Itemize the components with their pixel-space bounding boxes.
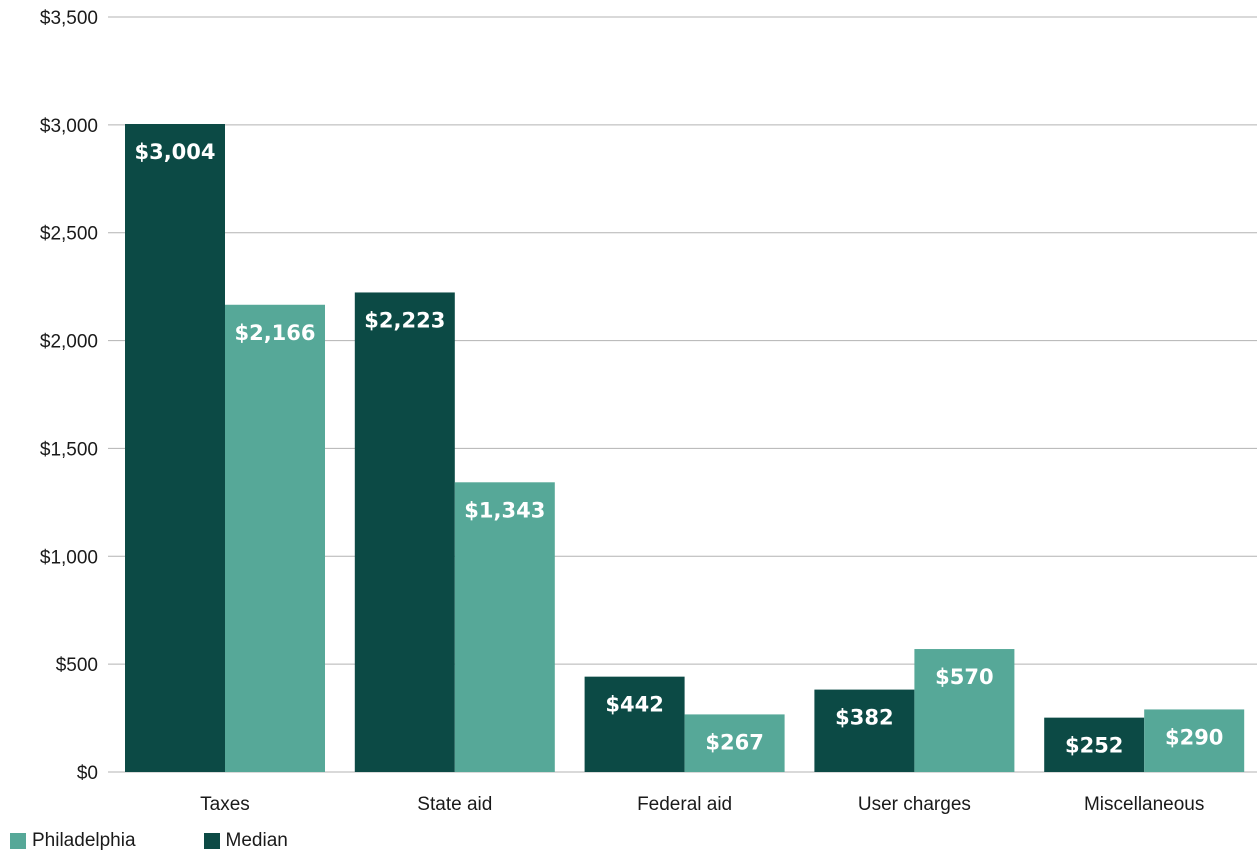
bar-philadelphia-4: [1144, 709, 1245, 772]
y-tick-label: $0: [77, 763, 98, 784]
data-label: $1,343: [464, 498, 545, 522]
data-label: $290: [1165, 725, 1223, 749]
bar-median-3: [814, 689, 915, 772]
category-label: Taxes: [200, 794, 250, 815]
category-label: Miscellaneous: [1084, 794, 1204, 815]
data-label: $570: [935, 665, 993, 689]
y-tick-label: $1,500: [40, 439, 98, 460]
bar-median-0: [125, 123, 225, 773]
bar-philadelphia-3: [914, 649, 1015, 772]
y-tick-label: $2,500: [40, 224, 98, 245]
y-tick-label: $2,000: [40, 332, 98, 353]
bar-philadelphia-2: [684, 714, 785, 772]
y-tick-label: $1,000: [40, 547, 98, 568]
data-label: $267: [705, 730, 763, 754]
y-tick-label: $3,000: [40, 116, 98, 137]
data-label: $442: [605, 693, 663, 717]
bar-median-2: [584, 676, 685, 772]
legend-item-philadelphia: Philadelphia: [10, 830, 136, 852]
bar-median-1: [354, 292, 455, 772]
data-label: $2,223: [364, 308, 445, 332]
legend-label-philadelphia: Philadelphia: [32, 830, 136, 851]
data-label: $2,166: [234, 321, 315, 345]
bar-philadelphia-0: [225, 304, 325, 772]
y-tick-label: $500: [56, 655, 98, 676]
legend-swatch-median: [203, 833, 220, 849]
legend: Philadelphia Median: [10, 830, 356, 852]
data-label: $3,004: [134, 140, 215, 164]
legend-label-median: Median: [225, 830, 288, 851]
data-label: $382: [835, 706, 893, 730]
legend-swatch-philadelphia: [10, 833, 26, 849]
category-labels: Taxes State aid Federal aid User charges Mis…: [200, 794, 1204, 815]
y-tick-label: $3,500: [40, 8, 98, 29]
bar-philadelphia-1: [454, 482, 555, 772]
bars: $3,004 $2,166 $2,223 $1,343 $442 $267 $382 $570…: [125, 123, 1245, 773]
category-label: User charges: [858, 794, 971, 815]
y-axis-tick-labels: $0 $500 $1,000 $1,500 $2,000 $2,500 $3,000 $3,5…: [40, 8, 98, 784]
legend-item-median: Median: [203, 830, 288, 852]
data-label: $252: [1065, 734, 1123, 758]
category-label: State aid: [417, 794, 492, 815]
bar-median-4: [1044, 717, 1145, 772]
category-label: Federal aid: [637, 794, 732, 815]
